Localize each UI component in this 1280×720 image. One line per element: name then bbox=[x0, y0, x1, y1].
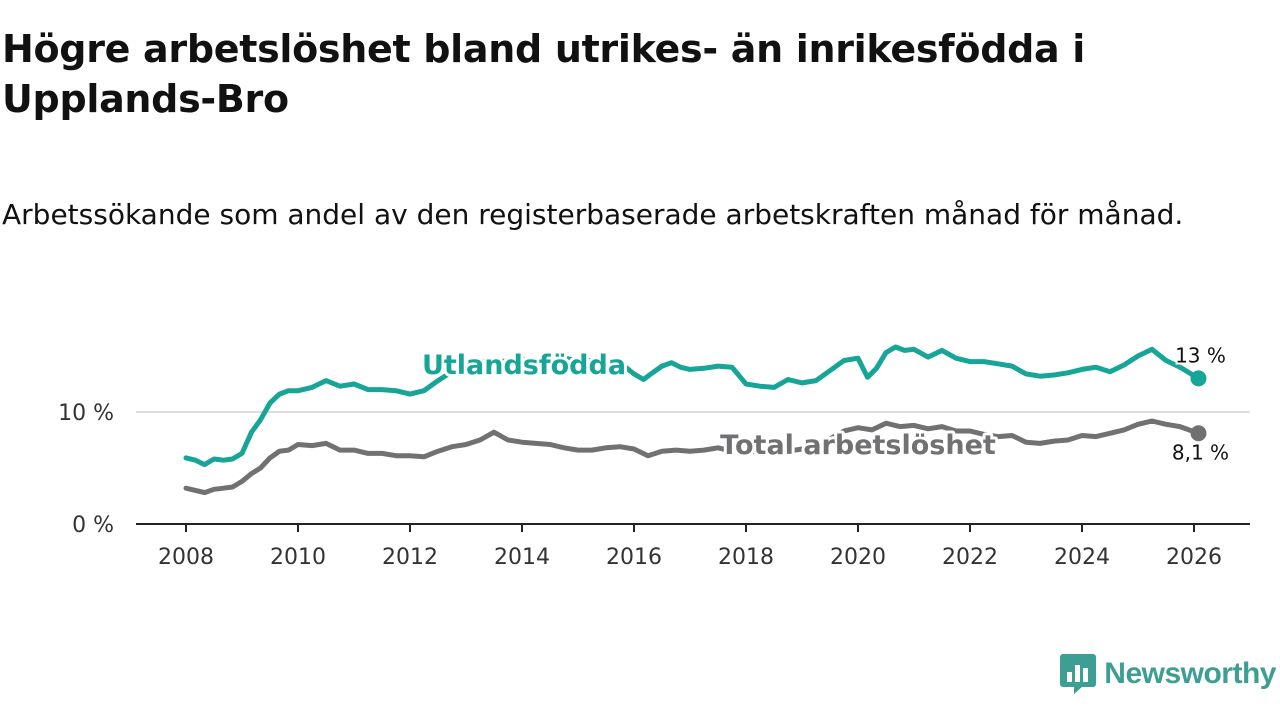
x-tick-label-2008: 2008 bbox=[158, 545, 214, 570]
y-axis-labels: 0 % 10 % bbox=[58, 401, 114, 538]
x-axis-labels: 2008 2010 2012 2014 2016 2018 2020 2022 2024 2026 bbox=[158, 545, 1222, 570]
brand-name: Newsworthy bbox=[1104, 657, 1276, 690]
series-line-utlandsf-dda bbox=[183, 344, 1201, 468]
end-marker-utlandsf-dda bbox=[1190, 370, 1207, 387]
line-chart: 0 % 10 % 2008 2010 2012 2014 2016 2018 2020 2022… bbox=[58, 341, 1250, 570]
x-tick-label-2024: 2024 bbox=[1054, 545, 1110, 570]
end-markers bbox=[1190, 370, 1207, 442]
series-label-total-arbetsl-shet: Total arbetslöshet bbox=[720, 430, 996, 461]
chart-subtitle: Arbetssökande som andel av den registerb… bbox=[2, 198, 1184, 231]
x-axis-ticks bbox=[185, 524, 1195, 532]
newsworthy-bar-chart-icon bbox=[1060, 654, 1097, 694]
chart-title: Högre arbetslöshet bland utrikes- än inr… bbox=[2, 27, 1085, 121]
x-tick-label-2010: 2010 bbox=[270, 545, 326, 570]
x-tick-label-2014: 2014 bbox=[494, 545, 550, 570]
end-marker-total-arbetsl-shet bbox=[1190, 425, 1207, 442]
x-tick-label-2026: 2026 bbox=[1166, 545, 1222, 570]
end-label-utlandsf-dda: 13 % bbox=[1175, 343, 1226, 367]
y-tick-label-0: 0 % bbox=[72, 513, 114, 538]
x-tick-label-2020: 2020 bbox=[830, 545, 886, 570]
series-lines bbox=[183, 344, 1201, 496]
x-tick-label-2012: 2012 bbox=[382, 545, 438, 570]
brand-logo: Newsworthy bbox=[1060, 652, 1276, 696]
x-tick-label-2016: 2016 bbox=[606, 545, 662, 570]
end-label-total-arbetsl-shet: 8,1 % bbox=[1172, 440, 1229, 464]
x-tick-label-2018: 2018 bbox=[718, 545, 774, 570]
end-labels: 13 % 8,1 % bbox=[1170, 341, 1231, 466]
x-tick-label-2022: 2022 bbox=[942, 545, 998, 570]
y-tick-label-10: 10 % bbox=[58, 401, 114, 426]
series-label-utlandsf-dda: Utlandsfödda bbox=[422, 350, 626, 381]
series-line-total-arbetsl-shet bbox=[183, 418, 1201, 496]
series-labels: Utlandsfödda Total arbetslöshet bbox=[419, 347, 999, 464]
